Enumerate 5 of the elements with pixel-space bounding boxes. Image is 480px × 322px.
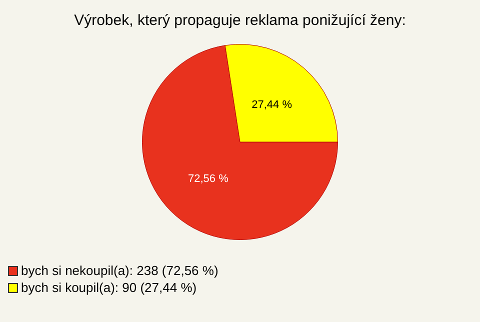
data-label: 72,56 % — [188, 173, 229, 186]
legend-label: bych si koupil(a): 90 (27,44 %) — [21, 280, 197, 295]
chart-title: Výrobek, který propaguje reklama ponižující ženy: — [74, 12, 406, 30]
data-label: 27,44 % — [252, 98, 292, 111]
legend-label: bych si nekoupil(a): 238 (72,56 %) — [21, 263, 218, 278]
